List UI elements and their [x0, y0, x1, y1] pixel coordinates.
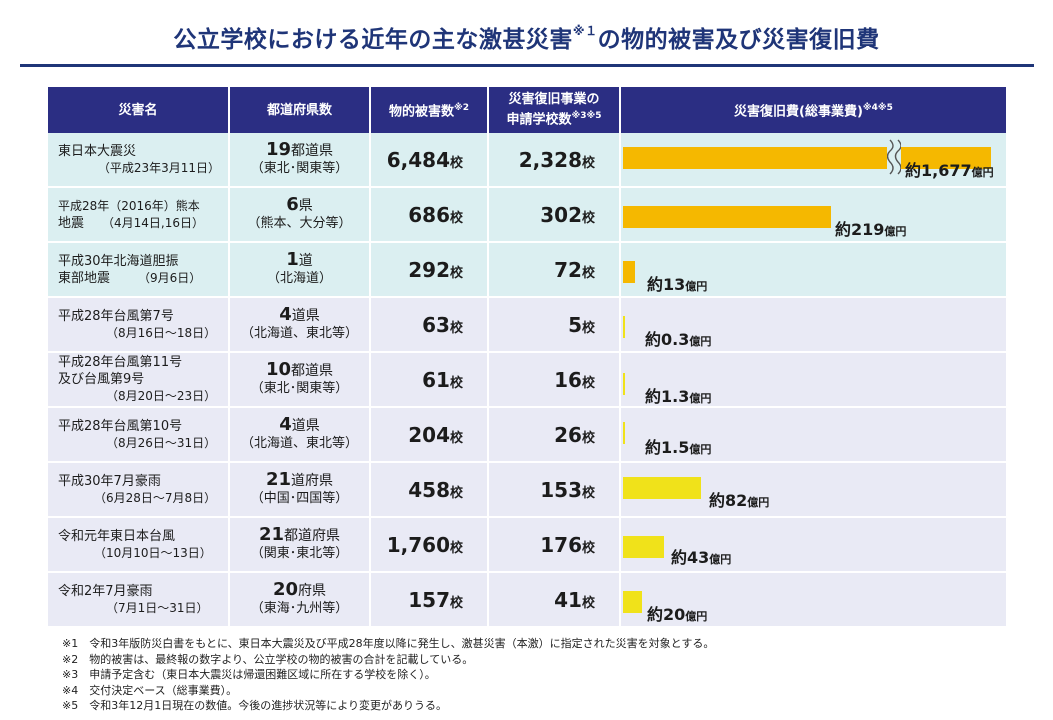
- application-cell: 153校: [488, 462, 621, 518]
- damage-cell: 686校: [370, 187, 489, 243]
- damage-cell: 61校: [370, 352, 489, 408]
- cost-bar: [623, 261, 635, 283]
- application-cell: 26校: [488, 407, 621, 463]
- axis-break-icon: [886, 139, 902, 175]
- recovery-cost-cell: 約13億円: [620, 242, 1006, 298]
- prefecture-cell: 20府県 （東海･九州等）: [229, 572, 371, 628]
- disaster-name-cell: 令和2年7月豪雨 （7月1日～31日）: [48, 572, 230, 628]
- header-prefecture-count: 都道府県数: [229, 87, 371, 133]
- prefecture-cell: 6県 （熊本、大分等）: [229, 187, 371, 243]
- disaster-name-cell: 平成28年台風第10号 （8月26日～31日）: [48, 407, 230, 463]
- recovery-cost-cell: 約219億円: [620, 187, 1006, 243]
- recovery-cost-cell: 約1.3億円: [620, 352, 1006, 408]
- footnote: ※5 令和3年12月1日現在の数値。今後の進捗状況等により変更がありうる。: [62, 699, 447, 712]
- disaster-name-cell: 東日本大震災 （平成23年3月11日）: [48, 133, 230, 188]
- application-cell: 41校: [488, 572, 621, 628]
- footnote: ※2 物的被害は、最終報の数字より、公立学校の物的被害の合計を記載している。: [62, 652, 474, 666]
- recovery-cost-cell: 約82億円: [620, 462, 1006, 518]
- table-row: 東日本大震災 （平成23年3月11日） 19都道県 （東北･関東等） 6,484校 …: [48, 133, 1006, 188]
- damage-cell: 204校: [370, 407, 489, 463]
- recovery-cost-cell: 約1.5億円: [620, 407, 1006, 463]
- header-disaster-name: 災害名: [48, 87, 230, 133]
- cost-bar: [623, 373, 625, 395]
- damage-cell: 458校: [370, 462, 489, 518]
- header-application-count: 災害復旧事業の 申請学校数※3※5: [488, 87, 621, 133]
- application-cell: 302校: [488, 187, 621, 243]
- application-cell: 16校: [488, 352, 621, 408]
- prefecture-cell: 1道 （北海道）: [229, 242, 371, 298]
- recovery-cost-cell: 約1,677億円: [620, 133, 1006, 188]
- disaster-name-cell: 平成30年7月豪雨 （6月28日～7月8日）: [48, 462, 230, 518]
- cost-label: 約219億円: [835, 220, 907, 239]
- table-row: 平成28年台風第7号 （8月16日～18日） 4道県 （北海道、東北等） 63校 5…: [48, 297, 1006, 353]
- table-row: 令和元年東日本台風 （10月10日～13日） 21都道府県 （関東･東北等） 1,7…: [48, 517, 1006, 573]
- table-row: 平成30年北海道胆振 東部地震 （9月6日） 1道 （北海道） 292校 72校 約1…: [48, 242, 1006, 298]
- cost-bar: [623, 206, 831, 228]
- footnotes: ※1 令和3年版防災白書をもとに、東日本大震災及び平成28年度以降に発生し、激甚…: [62, 636, 714, 714]
- table-header-row: 災害名 都道府県数 物的被害数※2 災害復旧事業の 申請学校数※3※5 災害復旧費…: [48, 87, 1006, 133]
- application-cell: 2,328校: [488, 133, 621, 188]
- recovery-cost-cell: 約43億円: [620, 517, 1006, 573]
- cost-bar: [623, 591, 642, 613]
- cost-label: 約1.5億円: [645, 438, 712, 457]
- table-row: 平成28年台風第10号 （8月26日～31日） 4道県 （北海道、東北等） 204校…: [48, 407, 1006, 463]
- disaster-name-cell: 平成28年台風第11号 及び台風第9号 （8月20日～23日）: [48, 352, 230, 408]
- disaster-name-cell: 平成28年台風第7号 （8月16日～18日）: [48, 297, 230, 353]
- header-recovery-cost: 災害復旧費(総事業費)※4※5: [620, 87, 1006, 133]
- prefecture-cell: 4道県 （北海道、東北等）: [229, 407, 371, 463]
- table-row: 平成28年台風第11号 及び台風第9号 （8月20日～23日） 10都道県 （東北･関…: [48, 352, 1006, 408]
- cost-label: 約20億円: [647, 605, 708, 624]
- cost-bar: [623, 422, 625, 444]
- damage-cell: 6,484校: [370, 133, 489, 188]
- prefecture-cell: 19都道県 （東北･関東等）: [229, 133, 371, 188]
- damage-cell: 1,760校: [370, 517, 489, 573]
- header-damage-count: 物的被害数※2: [370, 87, 489, 133]
- damage-cell: 157校: [370, 572, 489, 628]
- cost-bar: [623, 316, 625, 338]
- application-cell: 5校: [488, 297, 621, 353]
- cost-label: 約1.3億円: [645, 387, 712, 406]
- damage-cell: 63校: [370, 297, 489, 353]
- disaster-name-cell: 平成30年北海道胆振 東部地震 （9月6日）: [48, 242, 230, 298]
- disaster-name-cell: 平成28年（2016年）熊本 地震 （4月14日,16日）: [48, 187, 230, 243]
- footnote: ※3 申請予定含む（東日本大震災は帰還困難区域に所在する学校を除く）。: [62, 668, 436, 681]
- cost-label: 約43億円: [671, 548, 732, 567]
- prefecture-cell: 21都道府県 （関東･東北等）: [229, 517, 371, 573]
- page-title: 公立学校における近年の主な激甚災害※１の物的被害及び災害復旧費: [173, 24, 880, 53]
- cost-label: 約13億円: [647, 275, 708, 294]
- footnote: ※4 交付決定ベース（総事業費）。: [62, 683, 238, 697]
- cost-bar: [623, 477, 701, 499]
- prefecture-cell: 10都道県 （東北･関東等）: [229, 352, 371, 408]
- table-row: 平成30年7月豪雨 （6月28日～7月8日） 21道府県 （中国･四国等） 458校…: [48, 462, 1006, 518]
- damage-cell: 292校: [370, 242, 489, 298]
- title-underline: [20, 64, 1034, 67]
- cost-label: 約1,677億円: [905, 161, 994, 180]
- application-cell: 176校: [488, 517, 621, 573]
- table-row: 平成28年（2016年）熊本 地震 （4月14日,16日） 6県 （熊本、大分等） 6…: [48, 187, 1006, 243]
- cost-bar: [623, 536, 664, 558]
- recovery-cost-cell: 約0.3億円: [620, 297, 1006, 353]
- disaster-table: 災害名 都道府県数 物的被害数※2 災害復旧事業の 申請学校数※3※5 災害復旧費…: [48, 87, 1006, 628]
- cost-label: 約82億円: [709, 491, 770, 510]
- application-cell: 72校: [488, 242, 621, 298]
- cost-label: 約0.3億円: [645, 330, 712, 349]
- prefecture-cell: 4道県 （北海道、東北等）: [229, 297, 371, 353]
- recovery-cost-cell: 約20億円: [620, 572, 1006, 628]
- footnote: ※1 令和3年版防災白書をもとに、東日本大震災及び平成28年度以降に発生し、激甚…: [62, 637, 715, 650]
- disaster-name-cell: 令和元年東日本台風 （10月10日～13日）: [48, 517, 230, 573]
- prefecture-cell: 21道府県 （中国･四国等）: [229, 462, 371, 518]
- table-row: 令和2年7月豪雨 （7月1日～31日） 20府県 （東海･九州等） 157校 41校…: [48, 572, 1006, 628]
